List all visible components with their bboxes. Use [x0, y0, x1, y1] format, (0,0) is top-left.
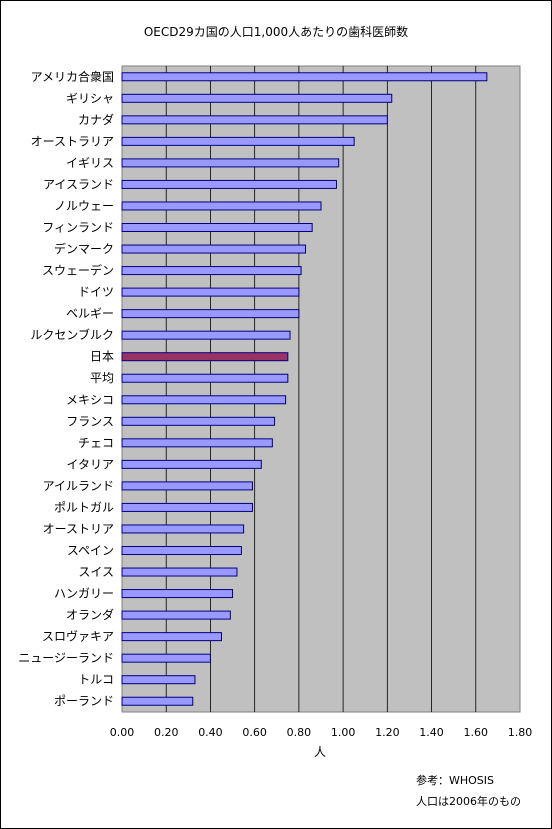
bar	[121, 287, 300, 297]
x-tick-label: 0.80	[287, 726, 312, 739]
bar	[121, 93, 393, 103]
category-label: チェコ	[78, 436, 114, 450]
bar	[121, 459, 262, 469]
bar	[121, 675, 196, 685]
category-label: ルクセンブルク	[30, 327, 114, 342]
category-label: スイス	[78, 565, 114, 579]
category-label: ギリシャ	[66, 91, 114, 105]
x-tick-label: 1.60	[464, 726, 489, 739]
category-label: ポルトガル	[54, 500, 114, 514]
x-tick-label: 0.20	[154, 726, 179, 739]
category-label: 日本	[90, 350, 114, 364]
category-label: オーストリア	[43, 522, 114, 536]
category-label: フランス	[66, 414, 114, 428]
x-tick-label: 1.20	[375, 726, 400, 739]
category-label: カナダ	[78, 112, 114, 127]
category-label: スウェーデン	[42, 263, 114, 278]
x-tick-labels: 0.00 0.20 0.40 0.60 0.80 1.00 1.20 1.40 1.60 1.80	[110, 726, 533, 739]
bar	[121, 416, 276, 426]
bar	[121, 546, 242, 555]
category-label: ベルギー	[66, 307, 114, 321]
bar	[121, 438, 273, 448]
x-axis-label: 人	[314, 745, 326, 759]
bar	[121, 179, 337, 189]
category-label: デンマーク	[54, 241, 114, 256]
bar	[121, 589, 234, 599]
category-label: オーストラリア	[31, 134, 114, 148]
x-tick-label: 1.80	[508, 726, 533, 739]
bar	[121, 653, 211, 663]
bar	[121, 610, 231, 620]
x-tick-label: 1.00	[331, 726, 356, 739]
bar	[121, 696, 194, 706]
gridlines	[165, 66, 477, 712]
source-note: 参考：WHOSIS	[416, 773, 494, 787]
bar	[121, 115, 388, 125]
category-label: ニュージーランド	[18, 651, 114, 665]
bar	[121, 373, 289, 383]
category-label: オランダ	[66, 607, 114, 622]
bar	[121, 223, 313, 232]
bar	[121, 330, 291, 340]
category-label: 平均	[90, 371, 114, 385]
bar	[121, 481, 253, 491]
bar	[121, 266, 302, 276]
bar	[121, 309, 300, 319]
bar	[121, 158, 340, 168]
x-tick-label: 0.40	[198, 726, 223, 739]
bar	[121, 244, 307, 254]
bar	[121, 201, 322, 211]
bar	[121, 632, 222, 642]
category-label: メキシコ	[66, 393, 114, 407]
category-labels: アメリカ合衆国ギリシャカナダオーストラリアイギリスアイスランドノルウェーフィンラ…	[18, 69, 114, 708]
bar-highlighted	[121, 352, 289, 362]
chart-title: OECD29カ国の人口1,000人あたりの歯科医師数	[144, 24, 408, 39]
category-label: ノルウェー	[54, 199, 114, 213]
category-label: イタリア	[66, 457, 114, 471]
bar	[121, 136, 355, 146]
category-label: スペイン	[67, 544, 114, 558]
bar	[121, 72, 488, 82]
x-tick-label: 0.60	[242, 726, 267, 739]
category-label: ポーランド	[54, 694, 114, 708]
category-label: トルコ	[78, 673, 114, 687]
category-label: フィンランド	[42, 221, 114, 235]
category-label: イギリス	[66, 156, 114, 170]
bar	[121, 395, 287, 405]
x-tick-label: 1.40	[419, 726, 444, 739]
bar	[121, 502, 253, 512]
category-label: アメリカ合衆国	[31, 69, 114, 84]
x-tick-label: 0.00	[110, 726, 135, 739]
bars	[121, 72, 488, 706]
category-label: スロヴァキア	[42, 629, 114, 644]
bar	[121, 524, 245, 534]
bar	[121, 567, 238, 577]
year-note: 人口は2006年のもの	[416, 794, 521, 808]
plot-area	[121, 65, 521, 713]
category-label: アイルランド	[43, 479, 114, 493]
category-label: ドイツ	[78, 285, 114, 299]
category-label: ハンガリー	[54, 587, 114, 601]
category-label: アイスランド	[43, 177, 114, 191]
